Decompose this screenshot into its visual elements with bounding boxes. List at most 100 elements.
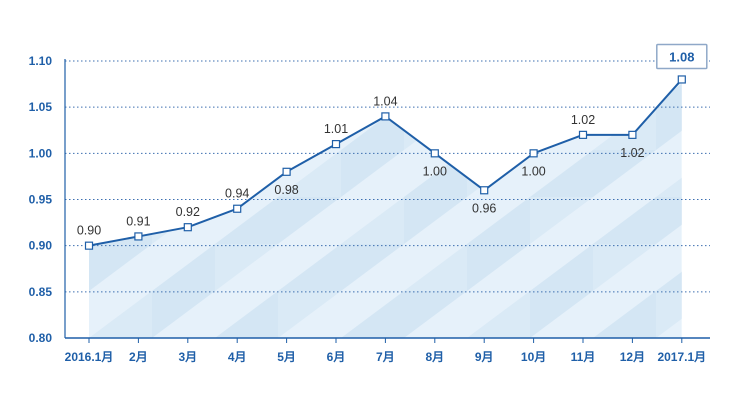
area-pattern-tile <box>278 291 341 338</box>
x-tick-label: 11月 <box>571 350 596 364</box>
area-pattern-tile <box>530 150 593 197</box>
data-label: 0.94 <box>225 187 249 201</box>
y-axis-ticks: 0.80 0.85 0.90 0.95 1.00 1.05 1.10 <box>29 54 53 345</box>
area-pattern-tile <box>341 9 404 56</box>
data-label: 0.90 <box>77 224 101 238</box>
area-pattern-tile <box>656 244 682 291</box>
area-pattern-tile <box>404 79 467 103</box>
data-point-marker <box>84 241 94 250</box>
area-pattern-tile <box>467 103 530 150</box>
x-tick-label: 4月 <box>228 350 247 364</box>
area-pattern-tile <box>593 150 656 197</box>
area-pattern-tile <box>89 79 152 103</box>
data-label: 0.98 <box>274 183 298 197</box>
area-pattern-tile <box>530 79 593 103</box>
area-pattern-tile <box>152 103 215 150</box>
area-pattern-tile <box>530 197 593 244</box>
data-label: 0.96 <box>472 201 496 215</box>
area-pattern-tile <box>593 244 656 291</box>
data-label: 1.04 <box>373 94 397 108</box>
y-tick-label: 0.85 <box>29 285 53 299</box>
area-pattern-tile <box>89 291 152 338</box>
data-label: 1.02 <box>571 113 595 127</box>
data-label: 0.91 <box>126 214 150 228</box>
area-pattern-tile <box>530 9 593 56</box>
area-pattern-tile <box>215 9 278 56</box>
data-point-marker <box>480 186 489 195</box>
area-pattern-tile <box>593 9 656 56</box>
area-pattern-tile <box>215 103 278 150</box>
area-pattern-tile <box>152 291 215 338</box>
x-tick-label: 10月 <box>521 350 546 364</box>
area-fill <box>89 9 682 338</box>
area-pattern-tile <box>89 9 152 56</box>
area-pattern-tile <box>467 244 530 291</box>
data-point-marker <box>331 140 341 149</box>
x-tick-label: 2017.1月 <box>657 350 706 364</box>
area-pattern-tile <box>404 197 467 244</box>
area-pattern-tile <box>656 150 682 197</box>
area-pattern-tile <box>278 150 341 197</box>
area-pattern-tile <box>656 291 682 338</box>
area-pattern-tile <box>215 79 278 103</box>
area-pattern-tile <box>278 244 341 291</box>
area-pattern-tile <box>89 244 152 291</box>
area-pattern-tile <box>152 9 215 56</box>
area-pattern-tile <box>593 79 656 103</box>
area-pattern-tile <box>467 197 530 244</box>
x-tick-label: 3月 <box>178 350 197 364</box>
data-label: 0.92 <box>176 205 200 219</box>
area-pattern-tile <box>467 291 530 338</box>
area-pattern-tile <box>152 150 215 197</box>
data-label: 1.00 <box>521 164 545 178</box>
data-label: 1.01 <box>324 122 348 136</box>
area-pattern-tile <box>341 197 404 244</box>
x-tick-label: 8月 <box>425 350 444 364</box>
y-tick-label: 0.80 <box>29 331 53 345</box>
x-tick-label: 7月 <box>376 350 395 364</box>
data-point-marker <box>677 75 686 84</box>
x-tick-label: 2016.1月 <box>65 350 114 364</box>
area-pattern-tile <box>278 9 341 56</box>
area-pattern-tile <box>89 150 152 197</box>
area-pattern-tile <box>467 79 530 103</box>
x-axis-ticks: 2016.1月 2月 3月 4月 5月 6月 7月 8月 9月 10月 11月 12月 2017.1月 <box>65 338 706 364</box>
area-pattern-tile <box>467 9 530 56</box>
area-pattern-tile <box>593 103 656 150</box>
data-label: 1.00 <box>423 164 447 178</box>
area-pattern-tile <box>341 103 404 150</box>
area-pattern-tile <box>341 150 404 197</box>
x-tick-label: 6月 <box>327 350 346 364</box>
y-tick-label: 1.10 <box>29 54 53 68</box>
data-point-marker <box>282 167 291 176</box>
data-point-marker <box>134 232 143 241</box>
x-tick-label: 2月 <box>129 350 148 364</box>
area-pattern-tile <box>656 103 682 150</box>
y-tick-label: 0.95 <box>29 193 53 207</box>
y-tick-label: 1.05 <box>29 100 53 114</box>
area-pattern-tile <box>404 9 467 56</box>
area-pattern-tile <box>152 79 215 103</box>
area-pattern-tile <box>656 197 682 244</box>
x-tick-label: 12月 <box>620 350 645 364</box>
data-point-marker <box>183 223 192 232</box>
data-point-marker <box>381 112 390 121</box>
area-pattern-tile <box>215 197 278 244</box>
area-pattern-tile <box>341 244 404 291</box>
x-tick-label: 5月 <box>277 350 296 364</box>
data-labels: 0.90 0.91 0.92 0.94 0.98 1.01 1.04 1.00 0.96 1.00… <box>77 43 708 238</box>
highlight-label-box <box>656 43 708 70</box>
data-label: 1.02 <box>620 146 644 160</box>
area-pattern-tile <box>278 79 341 103</box>
area-pattern-tile <box>530 291 593 338</box>
area-pattern-tile <box>89 103 152 150</box>
area-pattern-tile <box>593 197 656 244</box>
y-tick-label: 1.00 <box>29 146 53 160</box>
area-pattern-tile <box>593 291 656 338</box>
data-markers <box>84 75 686 250</box>
area-pattern-tile <box>278 197 341 244</box>
area-pattern-tile <box>215 291 278 338</box>
area-pattern-tile <box>404 244 467 291</box>
data-point-marker <box>628 130 637 139</box>
